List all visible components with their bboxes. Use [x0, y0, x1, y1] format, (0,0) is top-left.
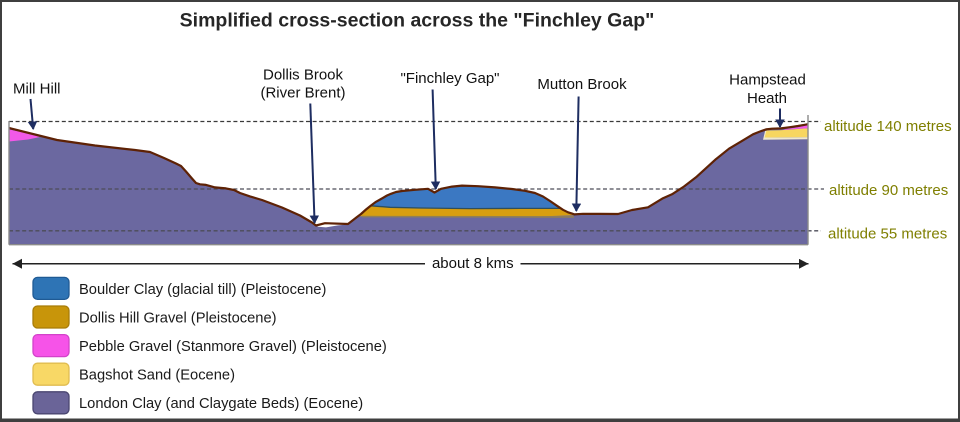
svg-text:Bagshot Sand (Eocene): Bagshot Sand (Eocene): [79, 368, 235, 384]
svg-text:Heath: Heath: [747, 90, 787, 107]
svg-text:altitude 140 metres: altitude 140 metres: [824, 118, 952, 135]
svg-text:Pebble Gravel (Stanmore Gravel: Pebble Gravel (Stanmore Gravel) (Pleisto…: [79, 339, 387, 355]
svg-text:Simplified cross-section acros: Simplified cross-section across the "Fin…: [180, 10, 655, 32]
svg-text:(River Brent): (River Brent): [260, 85, 345, 102]
svg-text:Mill Hill: Mill Hill: [13, 81, 61, 98]
svg-text:Dollis Brook: Dollis Brook: [263, 67, 344, 84]
svg-text:London Clay (and Claygate Beds: London Clay (and Claygate Beds) (Eocene): [79, 396, 363, 412]
svg-text:Dollis Hill Gravel (Pleistocen: Dollis Hill Gravel (Pleistocene): [79, 310, 277, 326]
svg-text:altitude 55 metres: altitude 55 metres: [828, 226, 947, 243]
svg-text:Mutton Brook: Mutton Brook: [537, 76, 627, 93]
svg-text:Hampstead: Hampstead: [729, 71, 806, 88]
svg-text:"Finchley Gap": "Finchley Gap": [400, 70, 499, 87]
svg-text:Boulder Clay (glacial till) (P: Boulder Clay (glacial till) (Pleistocene…: [79, 282, 326, 298]
svg-text:altitude 90 metres: altitude 90 metres: [829, 182, 948, 199]
svg-text:about 8 kms: about 8 kms: [432, 255, 514, 272]
